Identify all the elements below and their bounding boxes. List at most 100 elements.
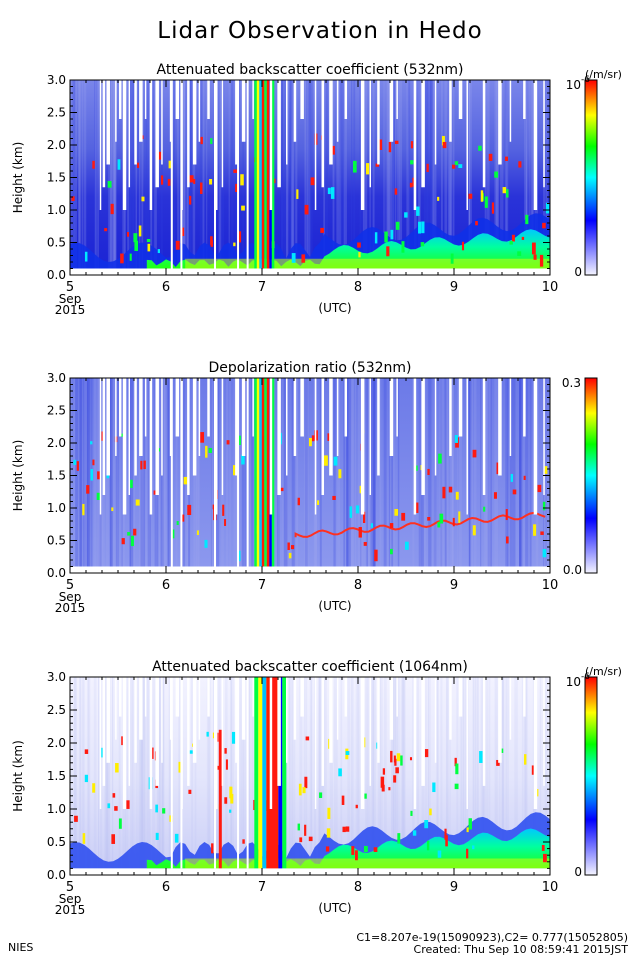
data-gap: [421, 378, 425, 495]
cloud-fleck: [439, 513, 444, 524]
colorbar-min-label: 0: [574, 865, 582, 879]
cloud-fleck: [338, 469, 342, 479]
heatmap-streak: [135, 80, 138, 275]
heatmap-streak: [191, 677, 194, 875]
data-gap: [144, 80, 147, 119]
cloud-fleck: [187, 504, 192, 516]
heatmap-streak: [93, 677, 97, 875]
data-gap: [286, 80, 288, 165]
heatmap-streak: [139, 378, 143, 573]
heatmap-streak: [141, 80, 144, 275]
cloud-fleck: [472, 845, 475, 850]
data-gap: [369, 677, 372, 786]
data-gap: [128, 80, 131, 188]
data-gap: [246, 677, 249, 869]
heatmap-streak: [251, 378, 254, 573]
data-gap: [396, 80, 398, 119]
heatmap-streak: [210, 378, 213, 573]
heatmap-streak: [461, 677, 464, 875]
heatmap-streak: [320, 677, 323, 875]
cloud-fleck: [327, 433, 331, 441]
heatmap-streak: [208, 677, 210, 875]
y-tick-label: 1.5: [47, 469, 66, 483]
cloud-fleck: [355, 804, 358, 809]
data-gap: [389, 378, 394, 456]
heatmap-streak: [283, 80, 287, 275]
heatmap-streak: [385, 80, 387, 275]
heatmap-streak: [406, 80, 410, 275]
heatmap-streak: [431, 80, 436, 275]
cloud-fleck: [454, 783, 459, 790]
precipitation-column: [266, 378, 270, 573]
cloud-fleck: [466, 848, 469, 859]
heatmap-streak: [141, 378, 144, 573]
heatmap-streak: [118, 677, 121, 875]
y-axis-label: Height (km): [11, 440, 25, 511]
heatmap-streak: [178, 80, 182, 275]
heatmap-streak: [87, 378, 91, 573]
cloud-fleck: [175, 240, 180, 250]
cloud-fleck: [240, 174, 244, 186]
cloud-fleck: [541, 844, 545, 851]
heatmap-streak: [135, 677, 138, 875]
colorbar-exponent: -6: [581, 672, 590, 682]
cloud-fleck: [226, 440, 230, 445]
cloud-fleck: [157, 249, 160, 254]
heatmap-streak: [81, 80, 84, 275]
heatmap-streak: [113, 378, 116, 573]
cloud-fleck: [233, 465, 237, 476]
heatmap-streak: [348, 378, 350, 573]
y-tick-label: 2.0: [47, 138, 66, 152]
data-gap: [269, 378, 273, 515]
heatmap-streak: [241, 677, 244, 875]
heatmap-streak: [79, 677, 82, 875]
data-gap: [99, 378, 102, 515]
heatmap-streak: [225, 677, 228, 875]
cloud-fleck: [242, 839, 245, 844]
colorbar-max-label: 0.3: [562, 376, 581, 390]
cloud-fleck: [412, 830, 417, 836]
heatmap-streak: [434, 80, 437, 275]
y-tick-label: 0.5: [47, 236, 66, 250]
heatmap-streak: [79, 378, 82, 573]
data-gap: [360, 80, 365, 210]
precipitation-column: [256, 80, 260, 275]
heatmap-streak: [140, 378, 143, 573]
data-gap: [344, 378, 348, 437]
cloud-fleck: [121, 736, 125, 746]
precipitation-column: [264, 378, 267, 573]
y-tick-label: 3.0: [47, 73, 66, 87]
cloud-fleck: [424, 820, 429, 829]
cloud-fleck: [133, 233, 138, 243]
heatmap-streak: [206, 677, 209, 875]
cloud-fleck: [468, 818, 472, 830]
heatmap-streak: [307, 80, 309, 275]
heatmap-streak: [416, 677, 419, 875]
cloud-fleck: [370, 523, 373, 528]
cloud-fleck: [397, 833, 401, 844]
cloud-fleck: [71, 196, 75, 202]
data-gap: [314, 80, 317, 210]
data-gap: [360, 677, 365, 809]
heatmap-streak: [529, 378, 532, 573]
data-gap: [336, 677, 339, 740]
cloud-fleck: [345, 826, 350, 832]
data-gap: [161, 677, 163, 763]
cloud-fleck: [90, 469, 94, 481]
y-tick-label: 2.5: [47, 404, 66, 418]
cloud-fleck: [196, 530, 199, 536]
heatmap-streak: [450, 378, 454, 573]
heatmap-streak: [419, 80, 421, 275]
heatmap-streak: [505, 378, 509, 573]
cloud-fleck: [400, 755, 403, 766]
heatmap-streak: [288, 677, 292, 875]
heatmap-streak: [163, 378, 165, 573]
heatmap-streak: [439, 378, 443, 573]
cloud-fleck: [445, 835, 448, 847]
heatmap-streak: [125, 677, 129, 875]
heatmap-streak: [392, 80, 395, 275]
cloud-fleck: [409, 182, 413, 188]
heatmap-streak: [383, 80, 385, 275]
heatmap-streak: [181, 80, 185, 275]
